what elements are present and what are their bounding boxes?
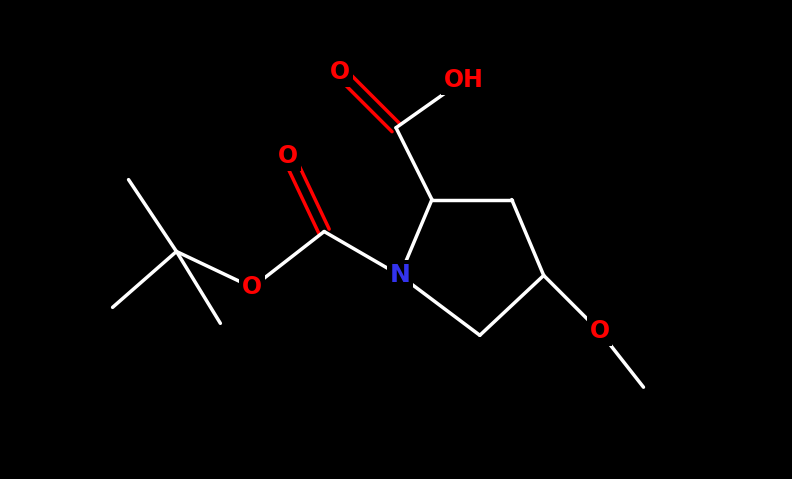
Text: O: O [278, 144, 299, 168]
Text: O: O [330, 60, 350, 84]
Text: O: O [589, 319, 610, 343]
Text: N: N [390, 263, 410, 287]
Text: O: O [242, 275, 262, 299]
Text: OH: OH [444, 68, 484, 92]
